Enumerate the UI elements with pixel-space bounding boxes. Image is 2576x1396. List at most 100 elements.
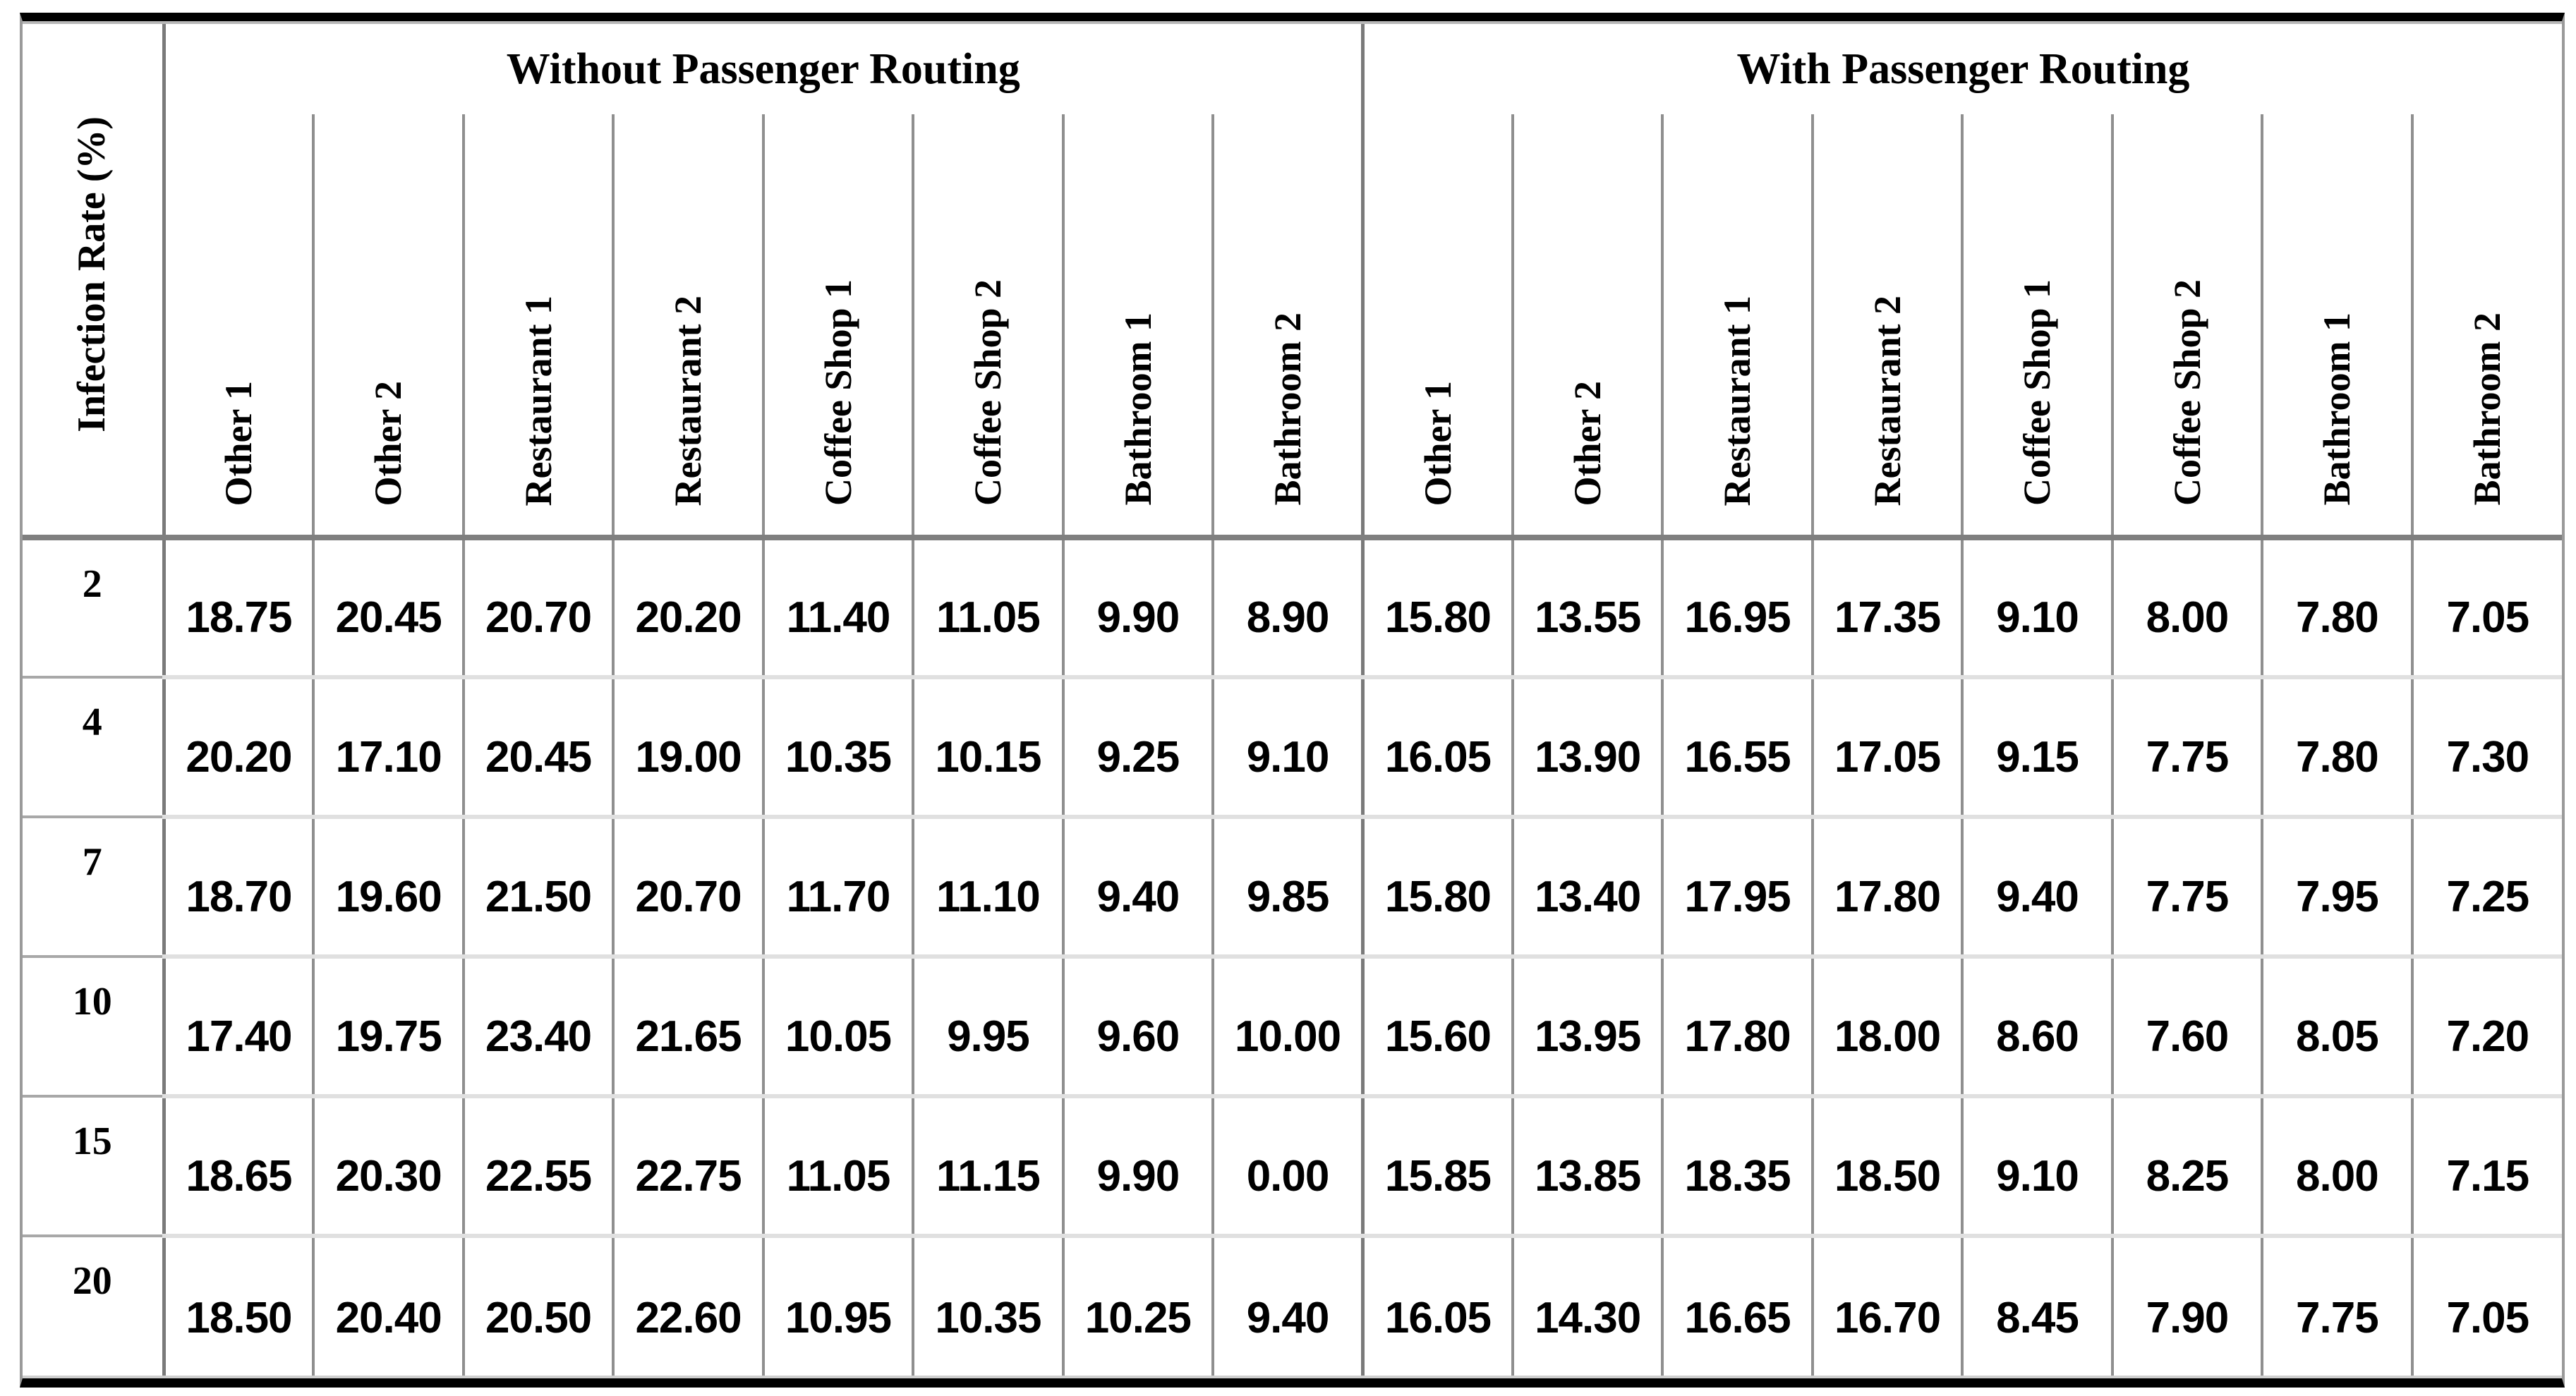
data-cell: 20.30 (312, 1096, 464, 1238)
data-cell: 7.80 (2261, 677, 2412, 819)
data-cell: 20.40 (312, 1236, 464, 1376)
infection-rate-table: Infection Rate (%) Without Passenger Rou… (23, 24, 2562, 1376)
column-header-label: Other 1 (1416, 380, 1459, 506)
group-header-with: With Passenger Routing (1361, 24, 2562, 114)
data-cell: 18.75 (164, 538, 314, 679)
column-header-label: Coffee Shop 2 (2165, 279, 2208, 506)
group-header-without: Without Passenger Routing (506, 44, 1020, 93)
group-title-row: Infection Rate (%) Without Passenger Rou… (23, 24, 2562, 540)
data-cell: 9.90 (1061, 1096, 1214, 1238)
data-cell: 8.05 (2261, 957, 2412, 1098)
data-cell: 16.70 (1810, 1236, 1963, 1376)
table-row: 7 18.70 19.60 21.50 20.70 11.70 11.10 9.… (23, 817, 2562, 959)
data-cell: 11.10 (912, 817, 1063, 959)
data-cell: 15.60 (1360, 957, 1513, 1098)
data-cell: 9.85 (1211, 817, 1363, 959)
column-header-label: Restaurant 1 (516, 295, 560, 506)
infection-rate-header: Infection Rate (%) (23, 24, 166, 540)
row-label: 20 (23, 1236, 166, 1376)
data-cell: 9.40 (1211, 1236, 1363, 1376)
data-cell: 20.50 (461, 1236, 614, 1376)
data-cell: 22.75 (612, 1096, 763, 1238)
data-cell: 23.40 (461, 957, 614, 1098)
column-header-label: Coffee Shop 1 (2016, 279, 2059, 506)
data-cell: 18.00 (1810, 957, 1963, 1098)
results-table-inner-border: Infection Rate (%) Without Passenger Rou… (23, 21, 2562, 1378)
data-cell: 7.25 (2410, 817, 2562, 959)
column-header-wo-coffee-shop-2: Coffee Shop 2 (912, 114, 1063, 540)
data-cell: 13.85 (1511, 1096, 1663, 1238)
column-header-label: Restaurant 2 (667, 295, 710, 506)
data-cell: 8.90 (1211, 538, 1363, 679)
data-cell: 7.95 (2261, 817, 2412, 959)
column-header-label: Coffee Shop 1 (816, 279, 859, 506)
data-cell: 8.45 (1961, 1236, 2112, 1376)
data-cell: 18.35 (1661, 1096, 1813, 1238)
column-name-row: Other 1 Other 2 Restaurant 1 Restaurant … (23, 114, 2562, 540)
data-cell: 10.35 (761, 677, 914, 819)
data-cell: 7.20 (2410, 957, 2562, 1098)
data-cell: 11.70 (761, 817, 914, 959)
column-header-w-restaurant-1: Restaurant 1 (1661, 114, 1813, 540)
data-cell: 10.95 (761, 1236, 914, 1376)
column-header-wo-bathroom-1: Bathroom 1 (1061, 114, 1214, 540)
data-cell: 17.40 (164, 957, 314, 1098)
data-cell: 16.05 (1360, 1236, 1513, 1376)
data-cell: 8.25 (2110, 1096, 2263, 1238)
data-cell: 11.40 (761, 538, 914, 679)
row-label: 2 (23, 538, 166, 679)
data-cell: 15.85 (1360, 1096, 1513, 1238)
column-header-label: Restaurant 1 (1716, 295, 1759, 506)
data-cell: 9.40 (1061, 817, 1214, 959)
data-cell: 16.55 (1661, 677, 1813, 819)
table-row: 4 20.20 17.10 20.45 19.00 10.35 10.15 9.… (23, 677, 2562, 819)
row-label: 4 (23, 677, 166, 818)
data-cell: 17.10 (312, 677, 464, 819)
data-cell: 20.20 (164, 677, 314, 819)
column-header-w-restaurant-2: Restaurant 2 (1810, 114, 1963, 540)
column-header-w-bathroom-1: Bathroom 1 (2261, 114, 2412, 540)
data-cell: 19.00 (612, 677, 763, 819)
data-cell: 7.15 (2410, 1096, 2562, 1238)
column-header-label: Coffee Shop 2 (967, 279, 1010, 506)
table-row: 2 18.75 20.45 20.70 20.20 11.40 11.05 9.… (23, 538, 2562, 679)
data-cell: 9.15 (1961, 677, 2112, 819)
data-cell: 9.60 (1061, 957, 1214, 1098)
data-cell: 20.70 (612, 817, 763, 959)
table-row: 20 18.50 20.40 20.50 22.60 10.95 10.35 1… (23, 1236, 2562, 1376)
data-cell: 9.10 (1211, 677, 1363, 819)
data-cell: 20.70 (461, 538, 614, 679)
data-cell: 11.05 (912, 538, 1063, 679)
data-cell: 16.95 (1661, 538, 1813, 679)
data-cell: 17.05 (1810, 677, 1963, 819)
data-cell: 13.55 (1511, 538, 1663, 679)
column-header-wo-coffee-shop-1: Coffee Shop 1 (761, 114, 914, 540)
data-cell: 16.05 (1360, 677, 1513, 819)
data-cell: 8.00 (2110, 538, 2263, 679)
data-cell: 7.90 (2110, 1236, 2263, 1376)
data-cell: 17.95 (1661, 817, 1813, 959)
column-header-label: Bathroom 2 (2466, 312, 2509, 506)
data-cell: 0.00 (1211, 1096, 1363, 1238)
data-cell: 11.05 (761, 1096, 914, 1238)
data-cell: 13.40 (1511, 817, 1663, 959)
data-cell: 10.25 (1061, 1236, 1214, 1376)
data-cell: 22.60 (612, 1236, 763, 1376)
column-header-wo-other-1: Other 1 (164, 114, 314, 540)
data-cell: 19.75 (312, 957, 464, 1098)
data-cell: 7.80 (2261, 538, 2412, 679)
data-cell: 21.50 (461, 817, 614, 959)
data-cell: 10.15 (912, 677, 1063, 819)
data-cell: 19.60 (312, 817, 464, 959)
data-cell: 20.45 (461, 677, 614, 819)
data-cell: 20.45 (312, 538, 464, 679)
column-header-label: Other 2 (1566, 380, 1609, 506)
column-header-w-coffee-shop-2: Coffee Shop 2 (2110, 114, 2263, 540)
results-table-frame: Infection Rate (%) Without Passenger Rou… (20, 13, 2565, 1388)
data-cell: 18.50 (186, 1294, 292, 1342)
data-cell: 20.20 (612, 538, 763, 679)
column-header-wo-restaurant-2: Restaurant 2 (612, 114, 763, 540)
data-cell: 14.30 (1511, 1236, 1663, 1376)
row-label: 15 (23, 1096, 166, 1237)
column-header-w-other-1: Other 1 (1360, 114, 1513, 540)
